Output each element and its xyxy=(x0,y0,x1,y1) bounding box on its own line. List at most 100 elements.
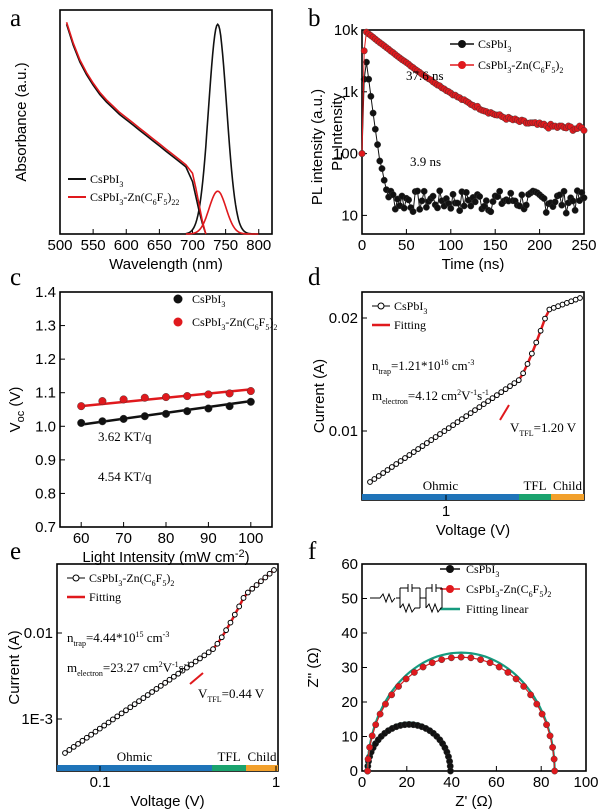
legend-text-a-0: CsPbI3 xyxy=(90,172,123,189)
decay-point-0 xyxy=(460,202,468,210)
x-tick-label-d: 1 xyxy=(442,503,450,520)
iv-point-d xyxy=(472,407,478,414)
mobility-annotation-e-part: m xyxy=(67,660,77,675)
iv-point-d xyxy=(375,473,382,479)
vtfl-arrow-e xyxy=(189,672,204,685)
vtfl-annotation-d: VTFL=1.20 V xyxy=(510,420,577,438)
y-tick-label-c: 0.7 xyxy=(35,519,56,536)
voc-point-1 xyxy=(225,389,234,398)
legend-text-d-0: CsPbI3 xyxy=(394,299,427,316)
legend-text-b-1-part: ) xyxy=(555,58,559,72)
legend-text-f-1-part: ) xyxy=(543,582,547,596)
iv-point-e xyxy=(218,634,225,641)
iv-point-e xyxy=(123,707,129,714)
ntrap-annotation-d-part: cm xyxy=(449,358,468,373)
decay-point-0 xyxy=(371,125,379,133)
voc-point-1 xyxy=(204,390,213,399)
iv-point-e xyxy=(188,661,195,668)
decay-point-0 xyxy=(447,204,455,212)
decay-point-1 xyxy=(580,127,588,134)
legend-text-c-1-part: ) xyxy=(269,315,273,329)
iv-point-e xyxy=(223,627,230,634)
iv-point-e xyxy=(88,731,95,738)
lifetime-annotation-red: 37.6 ns xyxy=(406,68,444,83)
y-tick-label-f: 50 xyxy=(341,591,358,608)
legend-text-e-0-part: F xyxy=(156,571,163,585)
region-bar-e-0 xyxy=(57,765,212,771)
absorbance-line-0 xyxy=(65,24,207,235)
decay-point-0 xyxy=(434,204,441,212)
y-axis-label-b: PL intensity (a.u.) xyxy=(309,89,326,205)
iv-point-d xyxy=(458,416,465,423)
x-tick-label-a: 500 xyxy=(47,237,72,254)
iv-point-d xyxy=(542,315,548,322)
iv-point-d xyxy=(419,443,426,449)
x-tick-label-b: 0 xyxy=(358,237,366,254)
legend-text-c-0: CsPbI3 xyxy=(192,292,225,309)
voc-point-1 xyxy=(140,393,149,402)
legend-text-e-0-part: ) xyxy=(166,571,170,585)
nyquist-point-1 xyxy=(447,654,455,662)
legend-text-e-0-part: 6 xyxy=(152,579,156,588)
iv-point-e xyxy=(184,664,190,671)
decay-point-0 xyxy=(391,205,399,213)
iv-point-e xyxy=(101,722,108,729)
decay-point-0 xyxy=(376,157,384,165)
legend-marker-c-0 xyxy=(173,294,183,304)
iv-point-e xyxy=(262,574,269,581)
nyquist-point-1 xyxy=(410,669,418,676)
legend-text-b-1-part: 2 xyxy=(559,66,563,75)
fit-arc-1 xyxy=(366,651,556,772)
iv-point-d xyxy=(384,467,391,473)
decay-point-0 xyxy=(482,197,490,205)
voc-point-0 xyxy=(246,397,255,406)
nyquist-point-1 xyxy=(364,755,372,763)
x-tick-label-f: 40 xyxy=(443,774,460,791)
iv-point-d xyxy=(480,401,487,408)
vtfl-annotation-d-part: V xyxy=(510,420,520,435)
decay-point-0 xyxy=(462,189,470,196)
ntrap-annotation-e: ntrap=4.44*1015 cm-3 xyxy=(67,630,169,648)
legend-text-a-1-part: 6 xyxy=(153,198,157,207)
nyquist-point-1 xyxy=(538,710,546,718)
iv-point-d xyxy=(410,449,417,455)
legend-text-f-1: CsPbI3-Zn(C6F5)2 xyxy=(466,582,551,599)
nyquist-line-0 xyxy=(367,723,452,772)
x-tick-label-c: 60 xyxy=(73,530,90,547)
iv-point-e xyxy=(258,578,264,585)
legend-text-b-1-part: 5 xyxy=(551,66,555,75)
region-label-e-2: Child xyxy=(248,749,277,764)
voc-point-1 xyxy=(119,395,128,404)
ntrap-annotation-d-part: trap xyxy=(379,367,391,376)
x-tick-label-b: 250 xyxy=(571,237,596,254)
y-axis-label-d: Current (A) xyxy=(311,359,328,433)
voc-point-0 xyxy=(183,407,192,416)
voc-point-0 xyxy=(77,418,86,427)
panel-label-b: b xyxy=(308,5,321,32)
ntrap-annotation-d-part: -3 xyxy=(468,358,475,367)
absorbance-line-1 xyxy=(65,21,207,235)
region-label-e-0: Ohmic xyxy=(117,749,153,764)
decay-point-1 xyxy=(360,47,368,55)
nyquist-point-1 xyxy=(388,691,396,699)
nyquist-point-1 xyxy=(520,682,528,690)
mobility-annotation-d-part: =4.12 cm xyxy=(408,388,457,403)
decay-point-0 xyxy=(522,201,530,209)
legend-marker-b-1 xyxy=(458,61,466,69)
iv-point-e xyxy=(83,734,90,741)
legend-text-e-0-part: 5 xyxy=(162,579,166,588)
y-tick-label-c: 1.4 xyxy=(35,284,56,301)
decay-point-0 xyxy=(467,202,475,210)
mobility-annotation-e-part: -1 xyxy=(184,660,191,669)
voc-point-0 xyxy=(119,414,128,423)
mobility-annotation-d-part: m xyxy=(372,388,382,403)
ntrap-annotation-e-part: trap xyxy=(74,639,86,648)
x-tick-label-b: 100 xyxy=(438,237,463,254)
y-tick-label-f: 10 xyxy=(341,729,358,746)
decay-point-0 xyxy=(456,207,464,215)
legend-text-c-0-part: 3 xyxy=(221,300,225,309)
nyquist-point-1 xyxy=(477,656,484,664)
nyquist-point-1 xyxy=(402,675,410,683)
x-tick-label-e: 0.1 xyxy=(90,774,111,791)
iv-point-d xyxy=(489,395,496,402)
